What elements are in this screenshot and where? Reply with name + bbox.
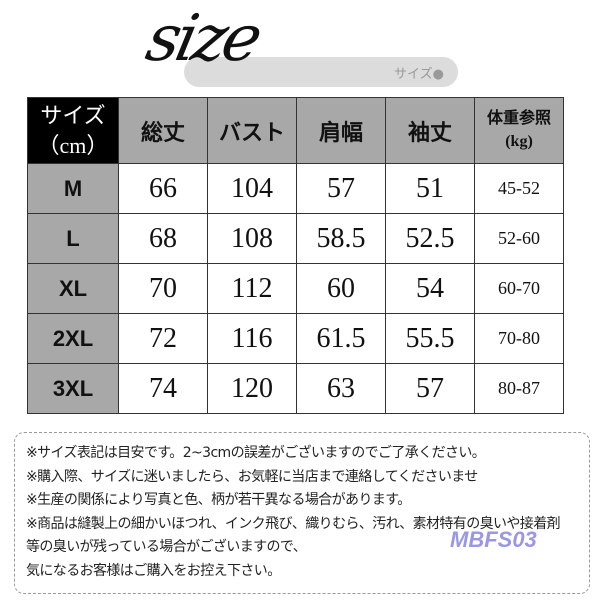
measure-cell: 108 xyxy=(207,213,297,264)
table-row: XL 70 112 60 54 60-70 xyxy=(27,263,564,314)
measure-cell: 61.5 xyxy=(296,313,386,364)
measure-cell: 66 xyxy=(118,163,208,214)
table-row: 2XL 72 116 61.5 55.5 70-80 xyxy=(27,313,564,364)
note-line: ※購入際、サイズに迷いましたら、お気軽に当店まで連絡してくださいませ xyxy=(26,468,478,485)
weight-cell: 45-52 xyxy=(474,163,564,214)
table-row: L 68 108 58.5 52.5 52-60 xyxy=(27,213,564,264)
header-cell: バスト xyxy=(207,97,297,164)
weight-cell: 80-87 xyxy=(474,363,564,414)
size-script-title: size xyxy=(140,2,265,76)
watermark: MBFS03 xyxy=(450,527,537,552)
note-line: ※商品は縫製上の細かいほつれ、インク飛び、織りむら、汚れ、素材特有の臭いや接着剤 xyxy=(26,515,561,532)
measure-cell: 54 xyxy=(385,263,475,314)
weight-header-unit: (kg) xyxy=(505,132,533,150)
measure-cell: 112 xyxy=(207,263,297,314)
note-line: ※サイズ表記は目安です。2~3cmの誤差がございますのでご了承ください。 xyxy=(26,445,486,461)
size-cell: 2XL xyxy=(27,313,119,364)
corner-label: サイズ xyxy=(40,102,106,128)
table-row: 3XL 74 120 63 57 80-87 xyxy=(27,363,564,414)
measure-cell: 120 xyxy=(207,363,297,414)
measure-cell: 58.5 xyxy=(296,213,386,264)
size-cell: M xyxy=(27,163,119,214)
header-row: サイズ （cm） 総丈 バスト 肩幅 袖丈 体重参照 (kg) xyxy=(27,97,564,164)
corner-unit: （cm） xyxy=(37,132,109,158)
corner-cell: サイズ （cm） xyxy=(27,97,119,164)
weight-header-label: 体重参照 xyxy=(486,110,551,128)
size-cell: 3XL xyxy=(27,363,119,414)
note-line: ※生産の関係により写真と色、柄が若干異なる場合があります。 xyxy=(26,492,411,508)
note-line: 気になるお客様はご購入をお控え下さい。 xyxy=(26,562,281,579)
measure-cell: 72 xyxy=(118,313,208,364)
weight-cell: 70-80 xyxy=(474,313,564,364)
measure-cell: 70 xyxy=(118,263,208,314)
title-pill: サイズ● xyxy=(184,57,458,87)
measure-cell: 57 xyxy=(296,163,386,214)
note-line: 等の臭いが残っている場合がございますので、 xyxy=(26,539,307,555)
size-cell: XL xyxy=(27,263,119,314)
header-cell: 肩幅 xyxy=(296,97,386,164)
weight-header-cell: 体重参照 (kg) xyxy=(474,97,564,164)
measure-cell: 104 xyxy=(207,163,297,214)
measure-cell: 57 xyxy=(385,363,475,414)
measure-cell: 51 xyxy=(385,163,475,214)
measure-cell: 63 xyxy=(296,363,386,414)
weight-cell: 60-70 xyxy=(474,263,564,314)
measure-cell: 52.5 xyxy=(385,213,475,264)
size-cell: L xyxy=(27,213,119,264)
measure-cell: 116 xyxy=(207,313,297,364)
size-table: サイズ （cm） 総丈 バスト 肩幅 袖丈 体重参照 (kg) M 66 104 57 51… xyxy=(27,97,564,414)
measure-cell: 55.5 xyxy=(385,313,475,364)
pill-label: サイズ● xyxy=(394,67,444,82)
header-cell: 総丈 xyxy=(118,97,208,164)
measure-cell: 60 xyxy=(296,263,386,314)
notes-box: ※サイズ表記は目安です。2~3cmの誤差がございますのでご了承ください。 ※購入際… xyxy=(14,432,590,594)
table-row: M 66 104 57 51 45-52 xyxy=(27,163,564,214)
measure-cell: 68 xyxy=(118,213,208,264)
measure-cell: 74 xyxy=(118,363,208,414)
weight-cell: 52-60 xyxy=(474,213,564,264)
header-cell: 袖丈 xyxy=(385,97,475,164)
